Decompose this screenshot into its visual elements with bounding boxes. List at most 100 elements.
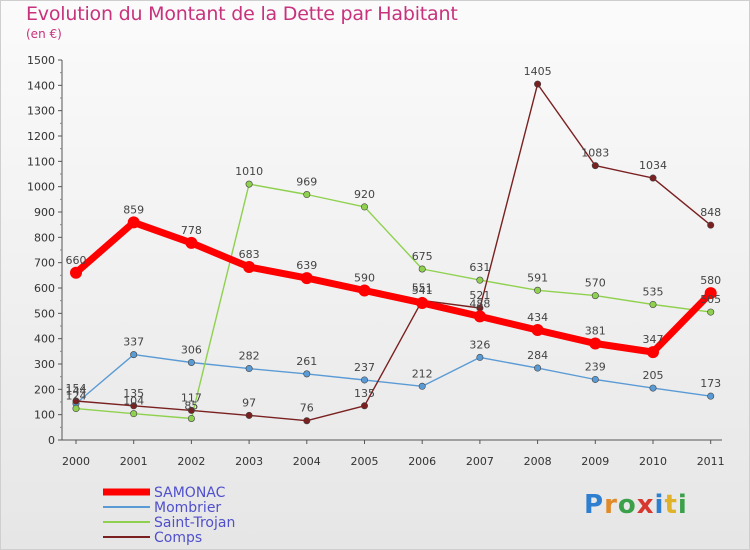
y-tick-label: 0 xyxy=(48,434,55,447)
data-label-comps: 97 xyxy=(242,396,256,409)
data-label-samonac: 778 xyxy=(181,224,202,237)
logo-letter: P xyxy=(584,490,605,520)
data-point-comps xyxy=(649,174,657,182)
data-label-saint-trojan: 570 xyxy=(585,277,606,290)
data-point-comps xyxy=(360,402,368,410)
data-label-mombrier: 212 xyxy=(412,367,433,380)
data-point-mombrier xyxy=(360,376,368,384)
data-point-mombrier xyxy=(418,382,426,390)
y-tick-label: 300 xyxy=(34,358,55,371)
data-label-samonac: 639 xyxy=(296,259,317,272)
data-point-saint-trojan xyxy=(245,180,253,188)
data-point-mombrier xyxy=(303,370,311,378)
data-point-saint-trojan xyxy=(187,414,195,422)
y-tick-label: 1000 xyxy=(27,181,55,194)
data-point-samonac xyxy=(185,236,198,249)
data-point-samonac xyxy=(358,284,371,297)
y-tick-label: 800 xyxy=(34,231,55,244)
x-tick-label: 2008 xyxy=(524,455,552,468)
data-label-samonac: 347 xyxy=(643,333,664,346)
data-label-comps: 1405 xyxy=(524,65,552,78)
data-label-saint-trojan: 104 xyxy=(123,395,144,408)
data-point-mombrier xyxy=(534,364,542,372)
data-point-samonac xyxy=(473,310,486,323)
y-tick-label: 1400 xyxy=(27,79,55,92)
data-point-saint-trojan xyxy=(476,276,484,284)
data-point-saint-trojan xyxy=(360,203,368,211)
series-line-comps xyxy=(75,83,712,422)
data-label-comps: 1083 xyxy=(581,147,609,160)
y-tick-label: 200 xyxy=(34,383,55,396)
data-label-saint-trojan: 535 xyxy=(643,285,664,298)
data-label-samonac: 381 xyxy=(585,324,606,337)
x-tick-label: 2005 xyxy=(351,455,379,468)
data-label-mombrier: 205 xyxy=(643,369,664,382)
data-point-samonac xyxy=(531,324,544,337)
y-tick-label: 1300 xyxy=(27,105,55,118)
data-label-comps: 76 xyxy=(300,402,314,415)
data-label-comps: 154 xyxy=(66,382,87,395)
data-point-comps xyxy=(72,397,80,405)
y-tick-label: 500 xyxy=(34,307,55,320)
data-point-comps xyxy=(245,411,253,419)
data-label-saint-trojan: 1010 xyxy=(235,165,263,178)
data-label-comps: 135 xyxy=(354,387,375,400)
chart-subtitle: (en €) xyxy=(26,27,62,41)
legend-label-comps: Comps xyxy=(154,530,202,546)
data-label-comps: 117 xyxy=(181,391,202,404)
y-tick-label: 1500 xyxy=(27,54,55,67)
data-label-saint-trojan: 591 xyxy=(527,271,548,284)
data-label-comps: 1034 xyxy=(639,159,667,172)
x-tick-label: 2009 xyxy=(581,455,609,468)
data-label-samonac: 434 xyxy=(527,311,548,324)
series-layer xyxy=(70,80,717,425)
data-label-mombrier: 326 xyxy=(469,338,490,351)
data-point-saint-trojan xyxy=(72,405,80,413)
data-label-mombrier: 337 xyxy=(123,336,144,349)
y-tick-label: 1100 xyxy=(27,155,55,168)
proxiti-logo: Proxiti xyxy=(584,490,688,520)
data-label-comps: 848 xyxy=(700,206,721,219)
data-label-comps: 521 xyxy=(469,289,490,302)
logo-letter: x xyxy=(636,490,655,520)
data-point-mombrier xyxy=(649,384,657,392)
data-label-mombrier: 261 xyxy=(296,355,317,368)
data-label-samonac: 590 xyxy=(354,272,375,285)
x-tick-label: 2006 xyxy=(408,455,436,468)
data-point-samonac xyxy=(647,346,659,359)
logo-letter: t xyxy=(664,490,678,520)
data-label-saint-trojan: 675 xyxy=(412,250,433,263)
data-label-mombrier: 237 xyxy=(354,361,375,374)
logo-letter: r xyxy=(604,490,618,520)
legend-label-saint-trojan: Saint-Trojan xyxy=(154,515,235,531)
data-point-samonac xyxy=(127,216,140,229)
x-tick-label: 2007 xyxy=(466,455,494,468)
data-label-mombrier: 282 xyxy=(239,350,260,363)
data-label-mombrier: 306 xyxy=(181,343,202,356)
data-labels-layer: 660 859 778 683 639 590 541 488 434 381 347 580 144 3… xyxy=(66,65,722,415)
data-point-saint-trojan xyxy=(130,410,138,418)
data-point-saint-trojan xyxy=(707,308,715,316)
data-label-samonac: 580 xyxy=(700,274,721,287)
data-point-comps xyxy=(130,402,138,410)
x-tick-label: 2010 xyxy=(639,455,667,468)
data-label-saint-trojan: 124 xyxy=(66,390,87,403)
data-point-mombrier xyxy=(476,353,484,361)
data-point-mombrier xyxy=(707,392,715,400)
x-tick-label: 2001 xyxy=(120,455,148,468)
x-tick-label: 2000 xyxy=(62,455,90,468)
legend-label-mombrier: Mombrier xyxy=(154,500,221,516)
data-point-comps xyxy=(534,80,542,88)
y-tick-label: 700 xyxy=(34,257,55,270)
data-label-mombrier: 173 xyxy=(700,377,721,390)
y-tick-label: 100 xyxy=(34,409,55,422)
logo-letter: i xyxy=(654,490,665,520)
data-label-saint-trojan: 85 xyxy=(184,399,198,412)
data-point-saint-trojan xyxy=(591,292,599,300)
data-point-saint-trojan xyxy=(534,286,542,294)
x-tick-label: 2011 xyxy=(697,455,725,468)
data-point-samonac xyxy=(243,260,256,273)
